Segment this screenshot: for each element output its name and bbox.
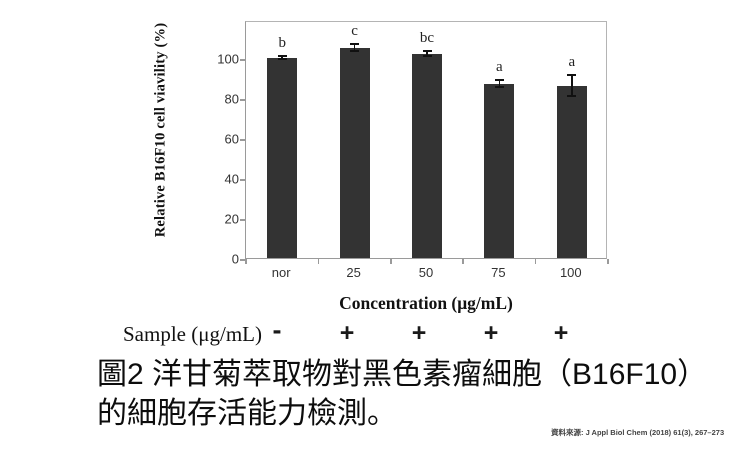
error-bar-line xyxy=(571,75,573,97)
error-bar-cap-top xyxy=(277,55,287,57)
y-tick-label: 60 xyxy=(224,131,239,147)
sample-minus-symbol: - xyxy=(272,315,282,345)
y-tick-label: 0 xyxy=(231,251,239,267)
error-bar-cap-bottom xyxy=(350,50,360,52)
x-category-label: 75 xyxy=(491,265,506,280)
x-category-label: nor xyxy=(271,265,291,280)
error-bar-cap-top xyxy=(567,74,577,76)
sample-row-label: Sample (μg/mL) xyxy=(123,322,262,346)
sample-plus-symbol: + xyxy=(339,319,355,347)
x-axis-tick xyxy=(390,259,392,264)
sample-plus-symbol: + xyxy=(483,319,499,347)
y-tick-label: 80 xyxy=(224,91,239,107)
figure-caption-line1: 圖2 洋甘菊萃取物對黑色素瘤細胞（B16F10） xyxy=(97,358,708,391)
error-bar-cap-bottom xyxy=(494,86,504,88)
figure-caption: 圖2 洋甘菊萃取物對黑色素瘤細胞（B16F10） 的細胞存活能力檢測。 xyxy=(97,355,707,433)
significance-letter: a xyxy=(496,59,503,75)
significance-letter: c xyxy=(351,23,358,39)
x-category-label: 25 xyxy=(346,265,361,280)
bar-100 xyxy=(556,86,587,258)
y-axis-tick xyxy=(240,59,246,61)
y-tick-label: 20 xyxy=(224,211,239,227)
bar-25 xyxy=(339,48,370,258)
error-bar-line xyxy=(426,51,428,57)
error-bar-cap-top xyxy=(494,79,504,81)
bar-nor xyxy=(267,58,298,258)
y-axis-tick xyxy=(240,259,246,261)
error-bar-cap-top xyxy=(422,50,432,52)
error-bar-line xyxy=(281,56,283,60)
error-bar-cap-bottom xyxy=(422,55,432,57)
y-axis-tick xyxy=(240,139,246,141)
y-axis-tick xyxy=(240,179,246,181)
y-tick-label: 40 xyxy=(224,171,239,187)
error-bar-cap-bottom xyxy=(567,95,577,97)
significance-letter: a xyxy=(568,54,576,70)
bar-75 xyxy=(484,84,515,258)
x-axis-title: Concentration (μg/mL) xyxy=(339,293,513,313)
y-axis-tick xyxy=(240,99,246,101)
error-bar-line xyxy=(498,80,501,88)
sample-row: Sample (μg/mL) - + + + + xyxy=(0,315,740,354)
source-citation: 資料來源: J Appl Biol Chem (2018) 61(3), 267… xyxy=(551,428,725,437)
x-axis-tick xyxy=(317,259,320,264)
significance-letter: b xyxy=(278,35,286,51)
x-axis-tick xyxy=(607,259,609,264)
bar-50 xyxy=(412,54,442,258)
plot-area: b c bc a a xyxy=(240,21,609,264)
significance-letter: bc xyxy=(419,30,435,46)
y-tick-label: 100 xyxy=(217,51,239,67)
figure-caption-line2: 的細胞存活能力檢測。 xyxy=(97,397,397,430)
y-axis-title: Relative B16F10 cell viavility (%) xyxy=(152,22,169,238)
error-bar-cap-top xyxy=(350,43,360,45)
error-bar-line xyxy=(353,44,356,52)
x-axis-tick xyxy=(534,259,537,264)
x-category-label: 50 xyxy=(418,265,434,280)
x-axis-tick xyxy=(245,259,247,264)
sample-plus-symbol: + xyxy=(553,319,569,347)
error-bar-cap-bottom xyxy=(277,58,287,60)
x-axis-tick xyxy=(462,259,464,264)
sample-plus-symbol: + xyxy=(411,319,427,347)
y-axis-tick xyxy=(240,219,246,221)
x-category-label: 100 xyxy=(559,265,582,280)
